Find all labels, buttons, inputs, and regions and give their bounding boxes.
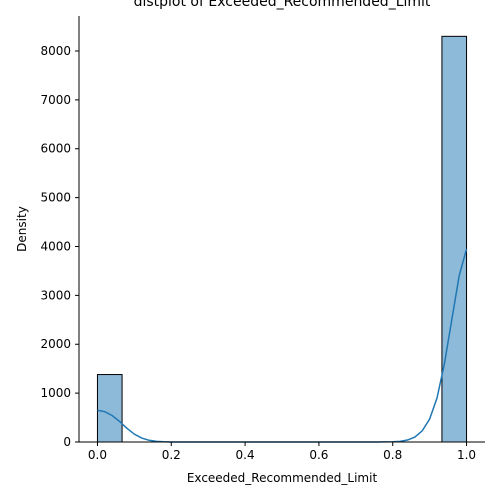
x-tick-label: 0.4 <box>236 448 255 462</box>
x-ticks: 0.0 0.2 0.4 0.6 0.8 1.0 <box>88 442 476 462</box>
y-tick-label: 5000 <box>40 191 71 205</box>
y-tick-label: 7000 <box>40 93 71 107</box>
x-tick-label: 0.6 <box>309 448 328 462</box>
histogram-bar-0 <box>96 374 123 443</box>
chart-title: distplot of Exceeded_Recommended_Limit <box>134 0 431 10</box>
y-tick-label: 6000 <box>40 142 71 156</box>
x-tick-label: 1.0 <box>457 448 476 462</box>
y-tick-label: 2000 <box>40 337 71 351</box>
x-tick-label: 0.0 <box>88 448 107 462</box>
y-axis-label: Density <box>15 206 29 252</box>
y-tick-label: 3000 <box>40 288 71 302</box>
y-ticks: 0 1000 2000 3000 4000 5000 6000 7000 8000 <box>40 44 79 449</box>
y-tick-label: 1000 <box>40 386 71 400</box>
y-tick-label: 8000 <box>40 44 71 58</box>
x-tick-label: 0.2 <box>162 448 181 462</box>
histogram-bar-1 <box>441 35 468 443</box>
x-axis-label: Exceeded_Recommended_Limit <box>187 471 378 485</box>
y-tick-label: 4000 <box>40 239 71 253</box>
plot-area <box>96 35 468 443</box>
x-tick-label: 0.8 <box>383 448 402 462</box>
y-tick-label: 0 <box>63 435 71 449</box>
kde-line <box>97 248 468 443</box>
